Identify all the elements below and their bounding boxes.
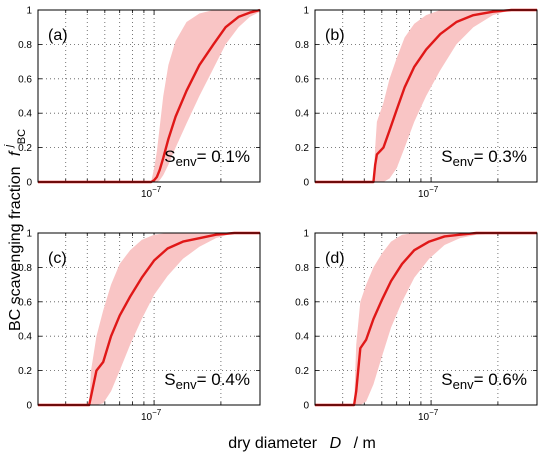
uncertainty-band <box>38 10 260 182</box>
y-tick-label: 0.8 <box>295 263 309 274</box>
x-tick-label: 10−7 <box>418 408 439 423</box>
y-tick-label: 0 <box>26 401 32 412</box>
y-tick-label: 0.8 <box>18 40 32 51</box>
plot-frame <box>314 9 538 183</box>
y-tick-label: 0 <box>26 178 32 189</box>
chart-panel-4: 0 0.2 0.4 0.6 0.8 1 10−7 (d) Senv= 0.6% <box>295 229 538 423</box>
y-axis-title-symbol: f <box>7 150 24 156</box>
x-axis-title: dry diameter D / m <box>228 435 376 452</box>
chart-panel-1: 0 0.2 0.4 0.6 0.8 1 10−7 (a) Senv= 0.1% <box>18 6 261 200</box>
y-tick-label: 0.8 <box>295 40 309 51</box>
senv-annotation: Senv= 0.1% <box>164 147 250 169</box>
y-tick-label: 0.2 <box>295 366 309 377</box>
y-tick-label: 0.4 <box>18 332 32 343</box>
panels: 0 0.2 0.4 0.6 0.8 1 10−7 (a) Senv= 0.1% 0 0.2 0.4 0.… <box>18 6 538 423</box>
mean-line <box>38 8 261 184</box>
y-tick-label: 0.6 <box>295 297 309 308</box>
x-tick-label: 10−7 <box>141 408 162 423</box>
y-axis-title: BC scavenging fraction f j BC <box>0 129 28 331</box>
chart-panel-3: 0 0.2 0.4 0.6 0.8 1 10−7 (c) Senv= 0.4% <box>18 229 261 423</box>
y-tick-label: 0.4 <box>18 109 32 120</box>
y-tick-label: 1 <box>303 229 309 240</box>
mean-line <box>38 231 260 407</box>
y-tick-label: 1 <box>26 6 32 17</box>
y-tick-label: 0.6 <box>295 74 309 85</box>
y-axis-title-text: BC scavenging fraction <box>7 167 24 332</box>
y-tick-label: 0 <box>303 178 309 189</box>
y-tick-label: 1 <box>303 6 309 17</box>
x-axis-title-text: dry diameter <box>228 435 318 452</box>
y-tick-label: 0.4 <box>295 332 309 343</box>
chart-panel-2: 0 0.2 0.4 0.6 0.8 1 10−7 (b) Senv= 0.3% <box>295 6 538 200</box>
y-tick-label: 0.6 <box>18 74 32 85</box>
x-tick-label: 10−7 <box>141 185 162 200</box>
mean-line <box>315 231 537 407</box>
y-tick-label: 0.2 <box>18 366 32 377</box>
y-tick-label: 0 <box>303 401 309 412</box>
y-tick-label: 0.8 <box>18 263 32 274</box>
y-tick-label: 1 <box>26 229 32 240</box>
y-tick-label: 0.2 <box>295 143 309 154</box>
y-tick-label: 0.2 <box>18 143 32 154</box>
senv-annotation: Senv= 0.6% <box>441 370 527 392</box>
mean-line <box>315 8 537 184</box>
uncertainty-band <box>315 10 537 182</box>
plot-frame <box>314 232 538 406</box>
uncertainty-band <box>315 233 537 405</box>
x-tick-label: 10−7 <box>418 185 439 200</box>
panel-label: (d) <box>325 250 345 267</box>
x-axis-title-unit: / m <box>354 435 376 452</box>
panel-label: (b) <box>325 27 345 44</box>
senv-annotation: Senv= 0.3% <box>441 147 527 169</box>
plot-frame <box>37 9 261 183</box>
panel-label: (a) <box>48 27 68 44</box>
senv-annotation: Senv= 0.4% <box>164 370 250 392</box>
panel-label: (c) <box>48 250 67 267</box>
y-axis-title-superscript: j <box>3 144 15 149</box>
x-axis-title-symbol: D <box>330 435 342 452</box>
y-axis-title-subscript: BC <box>16 129 28 144</box>
y-tick-label: 0.6 <box>18 297 32 308</box>
uncertainty-band <box>38 233 260 405</box>
plot-frame <box>37 232 261 406</box>
y-tick-label: 0.4 <box>295 109 309 120</box>
